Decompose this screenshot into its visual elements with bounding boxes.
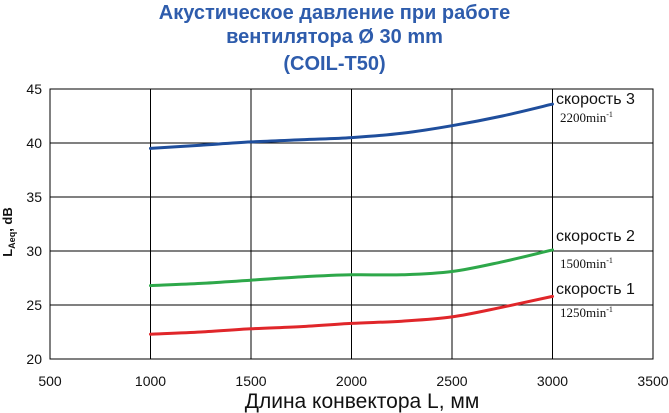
y-tick-label: 45 xyxy=(26,81,42,97)
y-axis-label: LAeq, dB xyxy=(0,207,17,257)
y-tick-label: 25 xyxy=(26,297,42,313)
series-line-2 xyxy=(149,248,554,288)
series-labels: скорость 3 2200min-1 скорость 2 1500min-1 ск… xyxy=(556,91,635,320)
series-line-3 xyxy=(149,294,554,336)
x-tick-label: 1500 xyxy=(235,373,266,389)
x-tick-label: 1000 xyxy=(135,373,166,389)
y-axis-label-main: L xyxy=(0,249,15,257)
series-name-label: скорость 2 xyxy=(556,228,635,245)
series-lines xyxy=(149,102,554,336)
y-tick-label: 20 xyxy=(26,351,42,367)
tick-labels: 500 1000 1500 2000 2500 3000 3500 20 25 30 35 40 45 xyxy=(26,81,668,389)
series-rpm-label: 2200min-1 xyxy=(560,110,613,125)
y-tick-label: 35 xyxy=(26,189,42,205)
x-tick-label: 2000 xyxy=(336,373,367,389)
chart-title-line-2: вентилятора Ø 30 mm xyxy=(226,26,443,48)
series-rpm-label: 1250min-1 xyxy=(560,305,613,320)
x-axis-label: Длина конвектора L, мм xyxy=(245,390,480,413)
y-tick-label: 40 xyxy=(26,135,42,151)
series-name-label: скорость 1 xyxy=(556,281,635,298)
chart-title-line-3: (COIL-T50) xyxy=(283,53,386,75)
x-tick-label: 3500 xyxy=(637,373,668,389)
series-line-1 xyxy=(149,102,554,150)
y-axis-label-sub: Aeq xyxy=(7,232,17,249)
series-name-label: скорость 3 xyxy=(556,91,635,108)
y-tick-label: 30 xyxy=(26,243,42,259)
x-tick-label: 2500 xyxy=(436,373,467,389)
series-rpm-label: 1500min-1 xyxy=(560,256,613,271)
chart-title-line-1: Акустическое давление при работе xyxy=(158,2,511,24)
y-axis-label-unit: , dB xyxy=(0,207,15,232)
x-tick-label: 3000 xyxy=(537,373,568,389)
x-tick-label: 500 xyxy=(38,373,62,389)
